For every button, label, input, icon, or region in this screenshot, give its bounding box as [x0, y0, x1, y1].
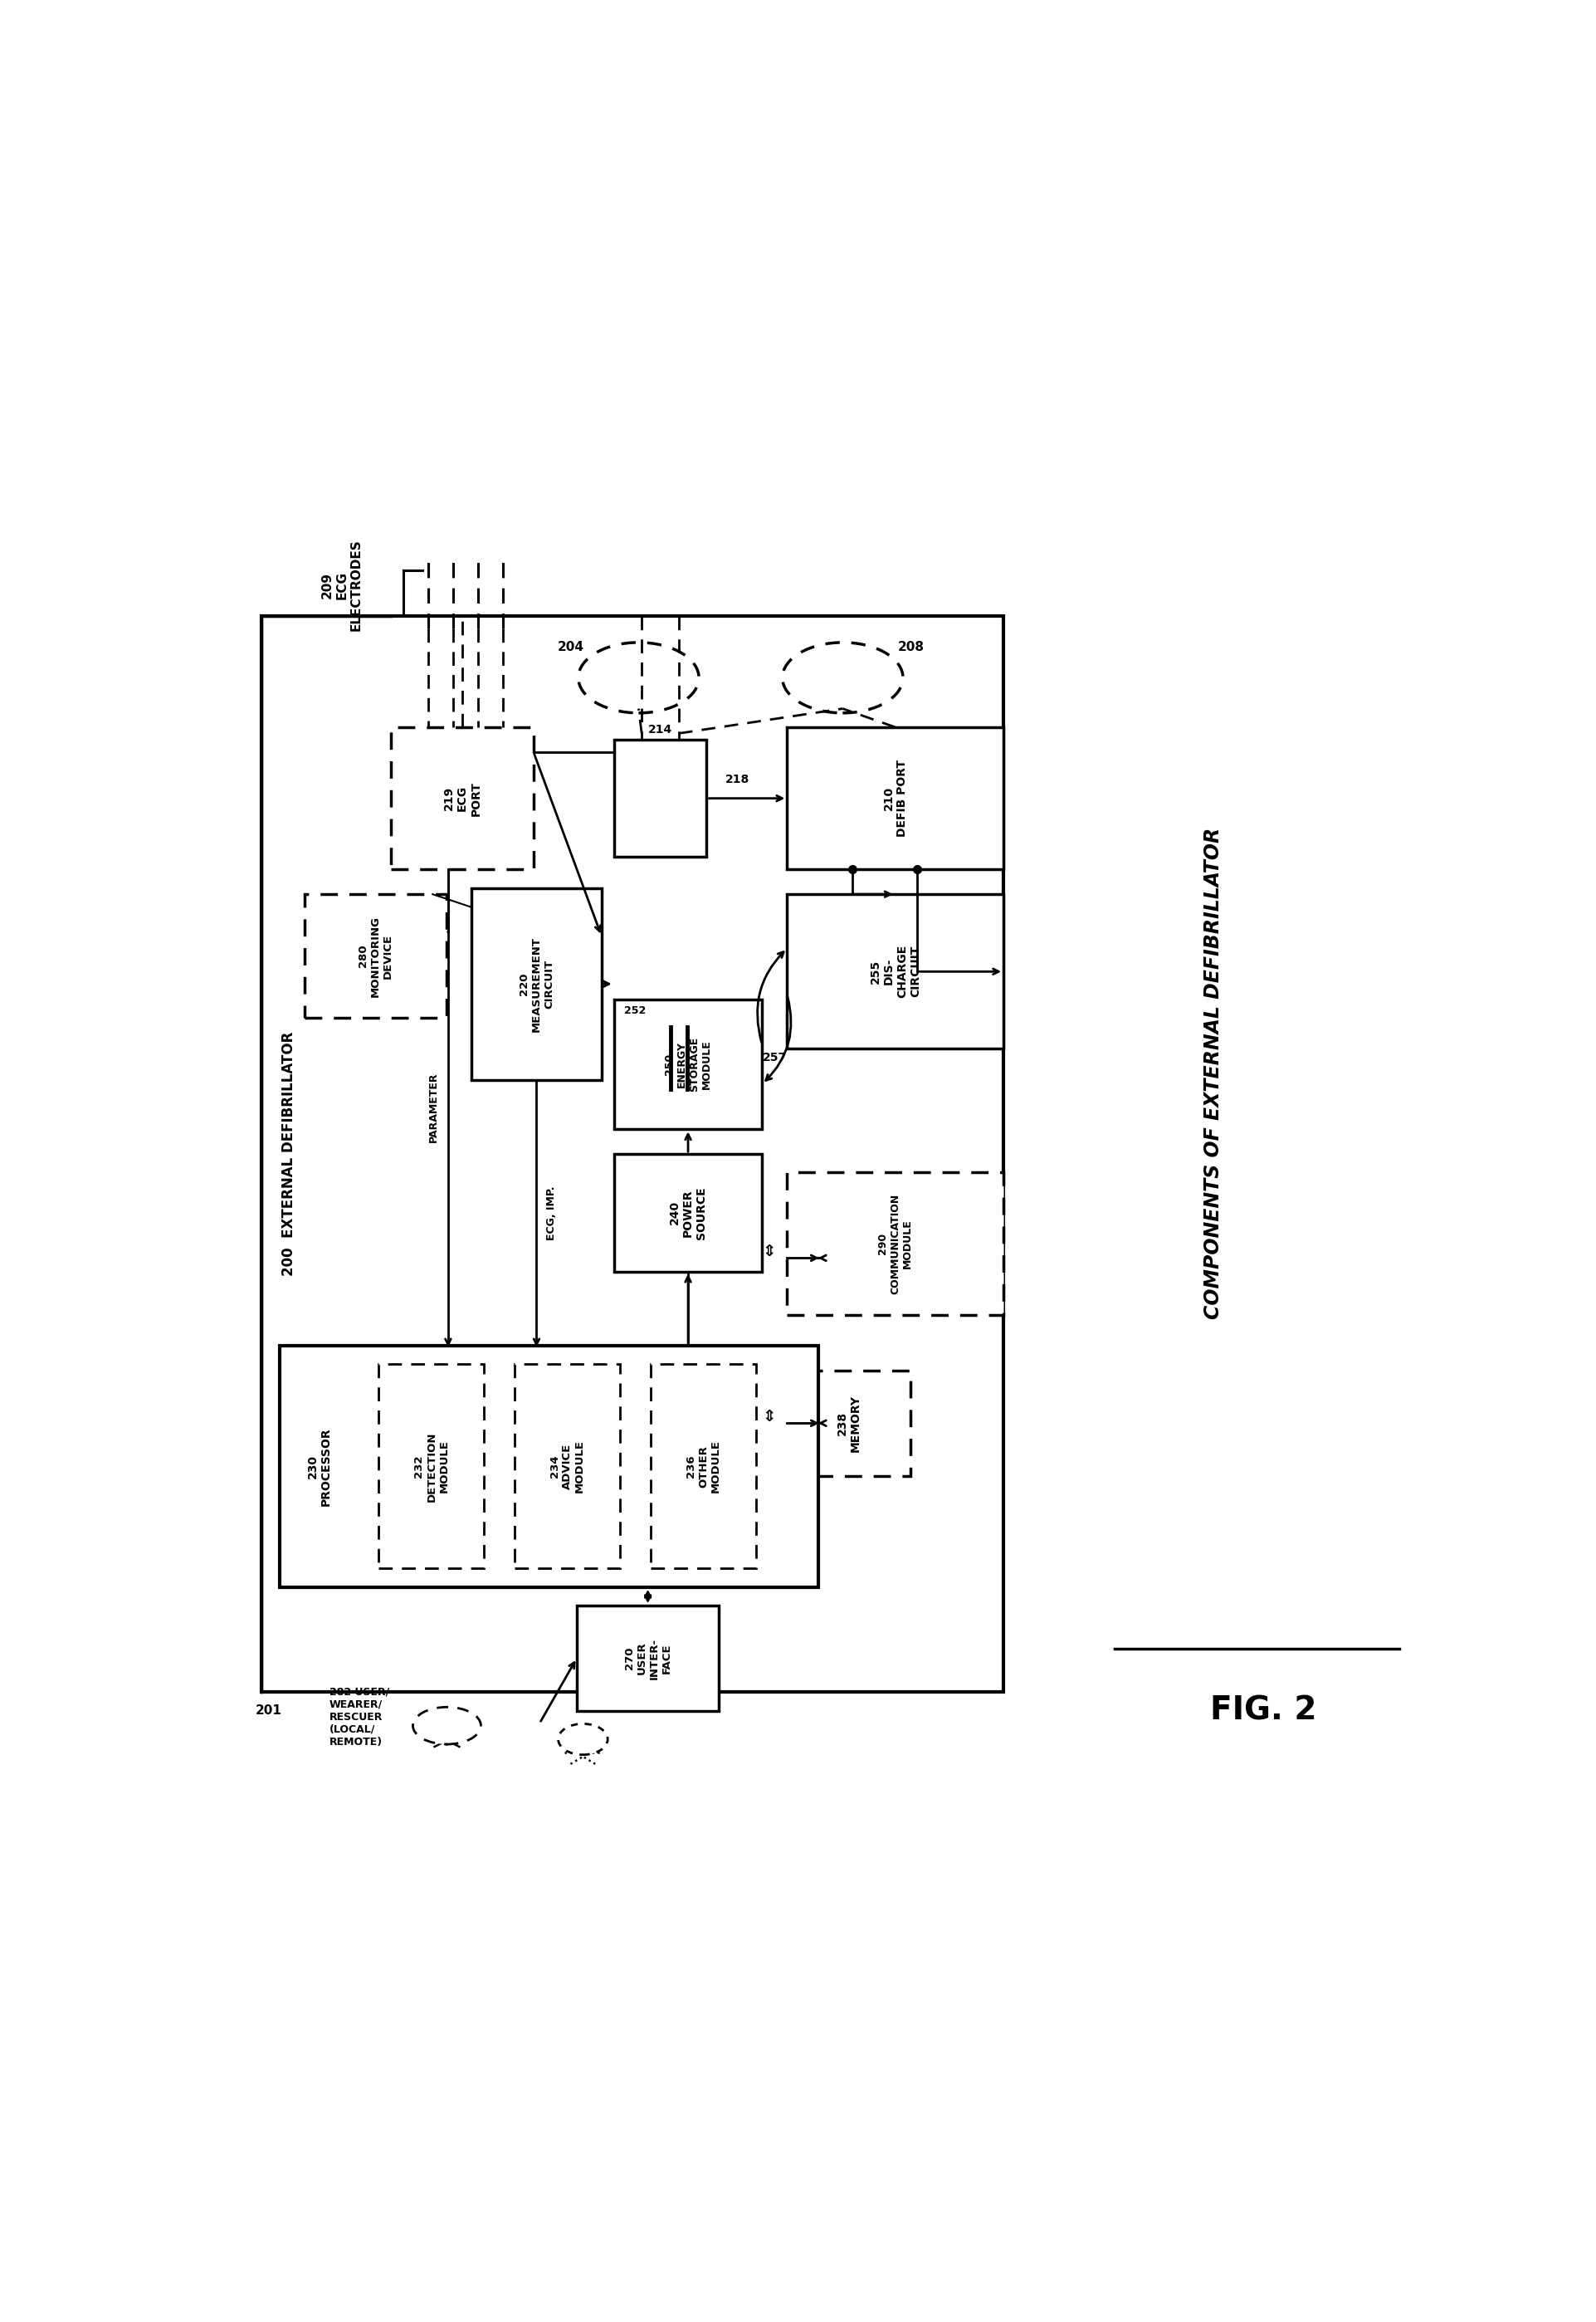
Text: FIG. 2: FIG. 2 [1210, 1695, 1317, 1728]
Text: 252: 252 [624, 1005, 645, 1017]
Text: 200  EXTERNAL DEFIBRILLATOR: 200 EXTERNAL DEFIBRILLATOR [281, 1031, 295, 1277]
Text: 218: 218 [726, 773, 750, 785]
Bar [651, 1365, 757, 1570]
Bar [378, 1365, 484, 1570]
Text: 282 USER/
WEARER/
RESCUER
(LOCAL/
REMOTE): 282 USER/ WEARER/ RESCUER (LOCAL/ REMOTE… [329, 1686, 389, 1746]
Ellipse shape [559, 1723, 608, 1755]
Text: 214: 214 [648, 724, 672, 736]
Text: 280
MONITORING
DEVICE: 280 MONITORING DEVICE [358, 915, 394, 996]
Text: 209
ECG
ELECTRODES: 209 ECG ELECTRODES [321, 539, 362, 632]
Bar [576, 1605, 720, 1711]
Text: 255
DIS-
CHARGE
CIRCUIT: 255 DIS- CHARGE CIRCUIT [870, 945, 921, 998]
Text: 270
USER
INTER-
FACE: 270 USER INTER- FACE [624, 1637, 672, 1679]
Bar [279, 1347, 819, 1586]
Text: ⇕: ⇕ [761, 1245, 776, 1259]
Bar [262, 615, 1004, 1693]
Ellipse shape [782, 643, 903, 713]
Text: 236
OTHER
MODULE: 236 OTHER MODULE [686, 1440, 721, 1493]
Bar [305, 894, 447, 1017]
Bar [614, 741, 707, 857]
Text: 208: 208 [897, 641, 924, 652]
Text: PARAMETER: PARAMETER [428, 1073, 439, 1142]
Text: 257: 257 [763, 1052, 787, 1063]
Bar [787, 727, 1004, 868]
Bar [614, 1154, 763, 1272]
Text: ⇕: ⇕ [761, 1409, 776, 1426]
Text: 232
DETECTION
MODULE: 232 DETECTION MODULE [413, 1430, 448, 1502]
Bar [787, 1370, 911, 1477]
Ellipse shape [578, 643, 699, 713]
Bar [787, 1173, 1004, 1314]
Text: 234
ADVICE
MODULE: 234 ADVICE MODULE [549, 1440, 586, 1493]
Bar [787, 894, 1004, 1050]
Text: 240
POWER
SOURCE: 240 POWER SOURCE [669, 1187, 707, 1240]
Text: 220
MEASUREMENT
CIRCUIT: 220 MEASUREMENT CIRCUIT [519, 936, 554, 1031]
Text: 250
ENERGY
STORAGE
MODULE: 250 ENERGY STORAGE MODULE [664, 1038, 712, 1091]
Ellipse shape [413, 1707, 480, 1744]
Text: 230
PROCESSOR: 230 PROCESSOR [306, 1428, 332, 1505]
Bar [614, 998, 763, 1128]
Bar [391, 727, 533, 868]
Text: 210
DEFIB PORT: 210 DEFIB PORT [883, 759, 908, 836]
Text: 201: 201 [255, 1704, 281, 1716]
Bar [516, 1365, 621, 1570]
Text: 219
ECG
PORT: 219 ECG PORT [444, 780, 482, 815]
Text: COMPONENTS OF EXTERNAL DEFIBRILLATOR: COMPONENTS OF EXTERNAL DEFIBRILLATOR [1203, 829, 1224, 1319]
Text: 238
MEMORY: 238 MEMORY [836, 1396, 862, 1451]
Text: 204: 204 [557, 641, 584, 652]
Text: ECG, IMP.: ECG, IMP. [546, 1187, 557, 1240]
Bar [472, 887, 602, 1080]
Text: 290
COMMUNICATION
MODULE: 290 COMMUNICATION MODULE [878, 1194, 913, 1293]
